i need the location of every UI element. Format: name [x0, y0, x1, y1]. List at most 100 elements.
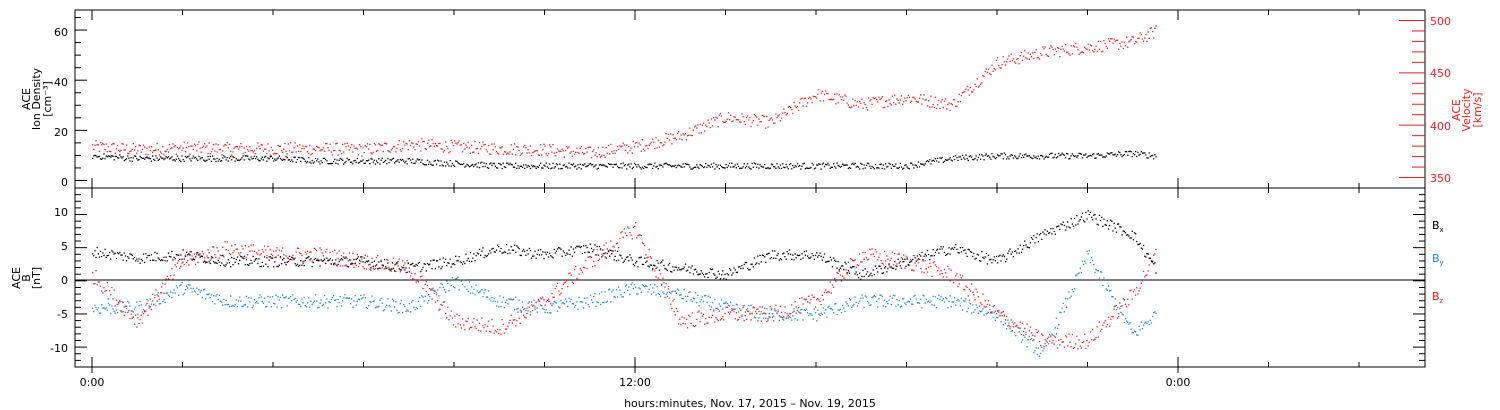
by-point	[385, 306, 387, 308]
bx-point	[802, 257, 804, 259]
bz-point	[228, 252, 231, 255]
velocity-point	[498, 153, 500, 155]
by-point	[530, 304, 533, 306]
bx-point	[112, 251, 114, 253]
bx-point	[773, 257, 775, 259]
bx-point	[336, 265, 338, 267]
density-point	[888, 162, 890, 164]
bx-point	[579, 246, 581, 249]
bz-point	[516, 319, 518, 322]
velocity-point	[726, 118, 728, 121]
velocity-point	[1078, 53, 1080, 55]
velocity-point	[448, 152, 450, 154]
bx-point	[687, 269, 689, 271]
density-point	[342, 159, 344, 161]
density-point	[311, 159, 313, 162]
velocity-point	[742, 116, 744, 118]
density-point	[1122, 154, 1124, 157]
bz-point	[1034, 335, 1036, 337]
top-ylabel-line3: [cm⁻³]	[41, 81, 54, 117]
density-point	[896, 167, 898, 169]
velocity-point	[922, 98, 924, 100]
velocity-point	[718, 114, 720, 116]
density-point	[365, 160, 368, 162]
density-point	[727, 165, 730, 167]
density-point	[667, 164, 670, 166]
velocity-point	[946, 108, 948, 110]
bx-point	[972, 255, 974, 257]
by-point	[545, 309, 547, 311]
by-point	[580, 301, 582, 303]
by-point	[549, 312, 551, 314]
density-point	[603, 164, 605, 166]
bx-point	[411, 263, 413, 265]
density-point	[392, 157, 395, 159]
by-point	[942, 298, 944, 300]
by-point	[645, 285, 647, 287]
bz-point	[796, 309, 799, 311]
bx-point	[261, 261, 263, 263]
bx-point	[109, 251, 111, 254]
bx-point	[233, 257, 235, 259]
by-point	[168, 295, 171, 297]
density-point	[960, 158, 963, 160]
bx-point	[252, 255, 254, 258]
velocity-point	[1133, 43, 1136, 45]
bz-point	[912, 269, 914, 271]
by-point	[1092, 259, 1094, 262]
bz-point	[282, 247, 284, 249]
bz-point	[256, 252, 258, 254]
bx-point	[887, 267, 889, 270]
by-point	[573, 306, 576, 308]
by-point	[1096, 269, 1098, 272]
bz-point	[1032, 334, 1034, 336]
top-y-tick-label: 60	[54, 26, 68, 39]
bz-point	[864, 251, 866, 254]
by-point	[118, 303, 120, 305]
bx-point	[517, 246, 519, 248]
bz-point	[646, 257, 648, 259]
velocity-point	[492, 149, 494, 151]
density-point	[433, 160, 435, 162]
bx-point	[863, 275, 865, 278]
density-point	[689, 166, 691, 168]
by-point	[1052, 334, 1054, 336]
bz-point	[266, 254, 268, 257]
bz-point	[517, 311, 519, 313]
bx-point	[990, 258, 992, 260]
bz-point	[412, 278, 414, 280]
bz-point	[439, 308, 441, 310]
bz-point	[122, 301, 124, 304]
bx-point	[491, 248, 493, 250]
bx-point	[645, 261, 647, 264]
bz-point	[750, 319, 752, 321]
velocity-point	[774, 122, 776, 124]
bx-point	[1154, 262, 1156, 264]
density-point	[164, 157, 166, 160]
bz-point	[916, 259, 918, 261]
velocity-point	[749, 116, 751, 119]
bz-point	[572, 282, 575, 284]
velocity-point	[1044, 46, 1046, 48]
by-point	[356, 300, 358, 303]
density-point	[260, 158, 262, 160]
density-point	[852, 162, 854, 164]
bx-point	[1137, 243, 1139, 246]
bx-point	[1002, 254, 1004, 256]
bx-point	[228, 262, 231, 264]
velocity-point	[275, 153, 277, 155]
bx-point	[680, 269, 682, 271]
density-point	[995, 156, 998, 159]
bx-point	[889, 266, 891, 268]
bx-point	[1053, 230, 1055, 233]
density-point	[538, 164, 541, 166]
bz-point	[957, 286, 959, 288]
velocity-point	[773, 122, 775, 124]
by-point	[180, 284, 182, 286]
density-point	[1038, 158, 1041, 160]
bz-point	[594, 265, 596, 267]
by-point	[870, 304, 872, 306]
by-point	[313, 300, 315, 302]
bz-point	[801, 297, 803, 299]
bx-point	[836, 267, 838, 269]
